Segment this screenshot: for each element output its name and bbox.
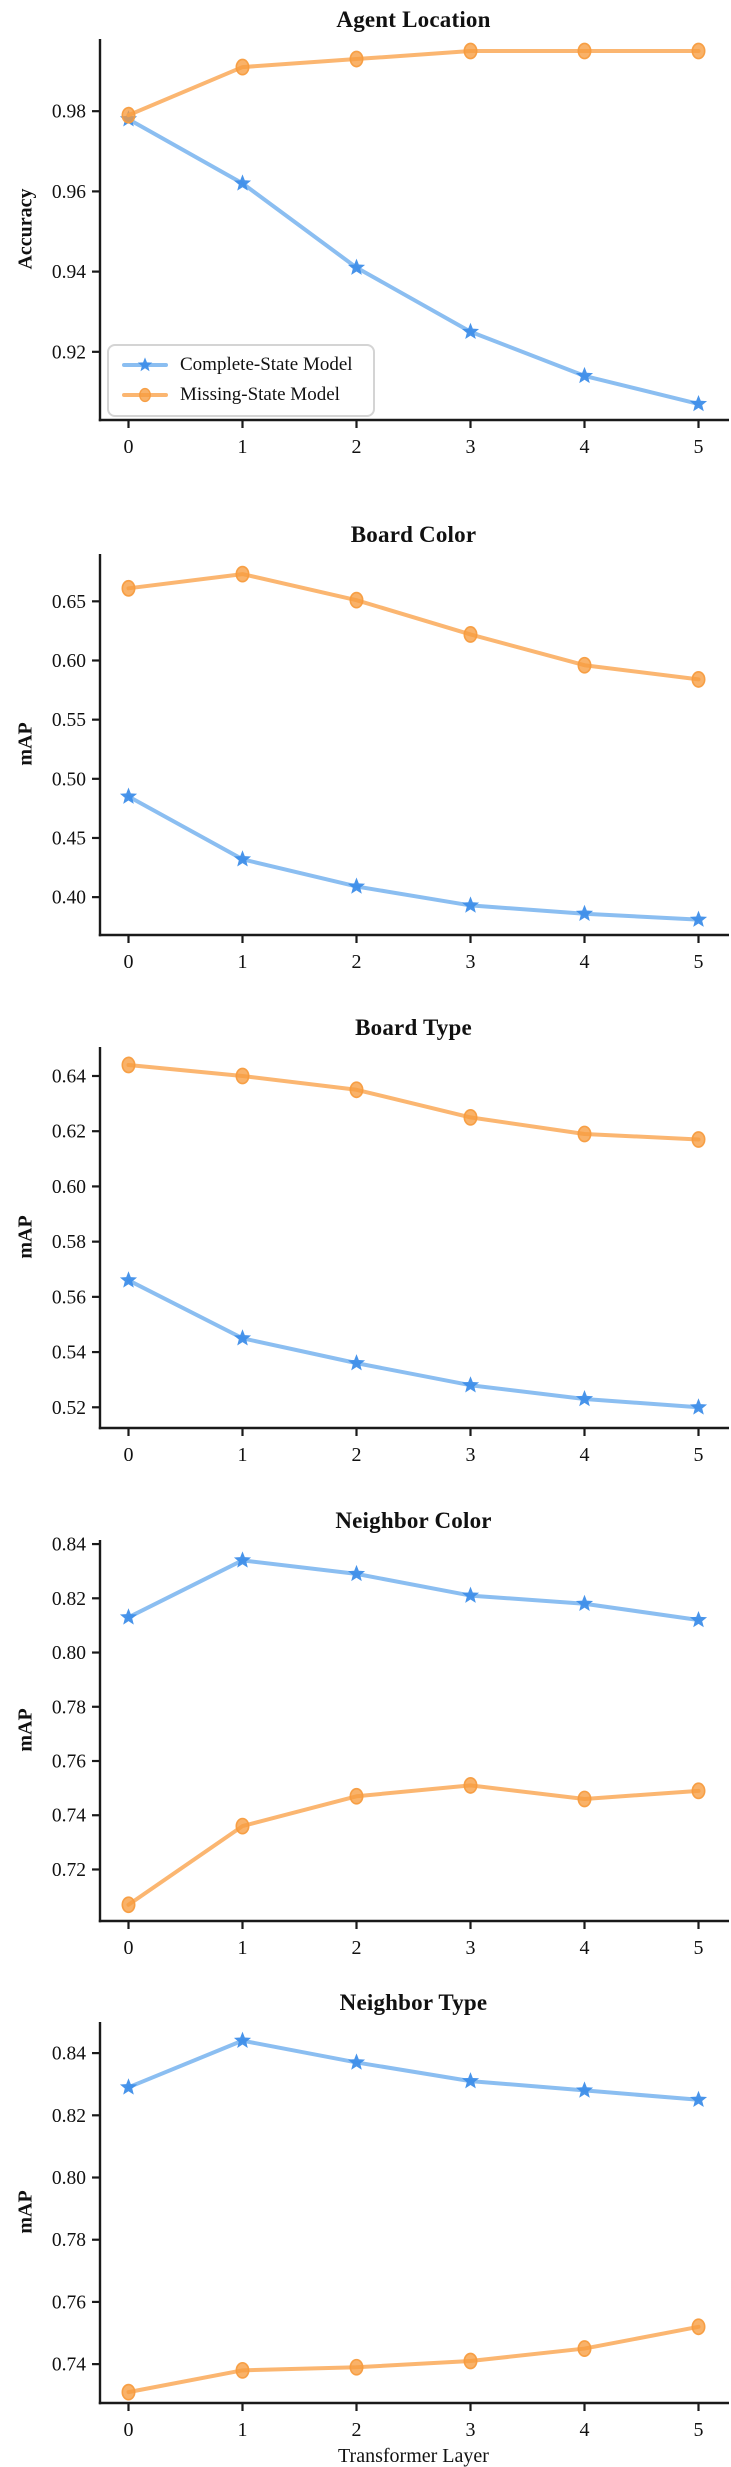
svg-text:3: 3 bbox=[466, 2419, 476, 2441]
svg-text:0.52: 0.52 bbox=[52, 1398, 86, 1419]
svg-text:0.60: 0.60 bbox=[52, 651, 86, 672]
line-plot: 0.40 0.45 0.50 0.55 0.60 0.65 0 1 2 3 4 5 bbox=[52, 554, 729, 973]
svg-text:0.92: 0.92 bbox=[52, 342, 86, 363]
svg-text:0.82: 0.82 bbox=[52, 1589, 86, 1610]
svg-text:0.65: 0.65 bbox=[52, 592, 86, 613]
x-axis-label: Transformer Layer bbox=[338, 2445, 489, 2467]
svg-text:0.98: 0.98 bbox=[52, 102, 86, 123]
svg-text:0.84: 0.84 bbox=[52, 1537, 86, 1556]
svg-text:0: 0 bbox=[124, 951, 134, 973]
svg-text:0: 0 bbox=[124, 2419, 134, 2441]
svg-text:0.74: 0.74 bbox=[52, 1806, 86, 1827]
legend-item-complete-state: Complete-State Model bbox=[122, 353, 363, 377]
legend: Complete-State Model Missing-State Model bbox=[107, 344, 375, 417]
svg-text:3: 3 bbox=[466, 1937, 476, 1959]
svg-text:1: 1 bbox=[238, 2419, 248, 2441]
plot-wrap: mAP 0.72 0.74 0.76 0.78 0.80 0.82 0.84 0 1 2 3 4 5 bbox=[0, 1537, 731, 1963]
svg-text:5: 5 bbox=[694, 951, 704, 973]
chart-neighbor-color: Neighbor Color mAP 0.72 0.74 0.76 0.78 0.80 0… bbox=[0, 1479, 731, 1972]
y-axis-label: mAP bbox=[14, 1708, 37, 1752]
svg-text:4: 4 bbox=[580, 2419, 590, 2441]
svg-text:0.54: 0.54 bbox=[52, 1343, 86, 1364]
legend-label: Missing-State Model bbox=[180, 384, 340, 405]
chart-title: Board Color bbox=[350, 522, 477, 547]
svg-text:2: 2 bbox=[352, 2419, 362, 2441]
svg-text:0: 0 bbox=[124, 1444, 134, 1466]
legend-item-missing-state: Missing-State Model bbox=[122, 383, 363, 407]
svg-text:0.55: 0.55 bbox=[52, 710, 86, 731]
svg-text:2: 2 bbox=[352, 436, 362, 458]
chart-title: Agent Location bbox=[336, 7, 491, 32]
legend-label: Complete-State Model bbox=[180, 354, 353, 375]
chart-title: Neighbor Color bbox=[335, 1508, 492, 1533]
svg-text:0.76: 0.76 bbox=[52, 1752, 86, 1773]
svg-text:5: 5 bbox=[694, 436, 704, 458]
svg-text:0.74: 0.74 bbox=[52, 2355, 86, 2376]
chart-title: Neighbor Type bbox=[339, 1990, 488, 2015]
svg-text:0.62: 0.62 bbox=[52, 1122, 86, 1143]
svg-text:4: 4 bbox=[580, 951, 590, 973]
svg-text:0.94: 0.94 bbox=[52, 262, 86, 283]
line-plot: 0.52 0.54 0.56 0.58 0.60 0.62 0.64 0 1 2 3 4 5 bbox=[52, 1047, 729, 1466]
svg-text:0.78: 0.78 bbox=[52, 2230, 86, 2251]
chart-neighbor-type: Neighbor Type mAP 0.74 0.76 0.78 0.80 0.82 0.… bbox=[0, 1972, 731, 2467]
svg-text:3: 3 bbox=[466, 436, 476, 458]
svg-text:0.78: 0.78 bbox=[52, 1697, 86, 1718]
svg-text:0.50: 0.50 bbox=[52, 769, 86, 790]
svg-text:0.58: 0.58 bbox=[52, 1232, 86, 1253]
svg-text:0.76: 0.76 bbox=[52, 2292, 86, 2313]
svg-text:1: 1 bbox=[238, 951, 248, 973]
y-axis-label: mAP bbox=[14, 722, 37, 766]
svg-text:0.80: 0.80 bbox=[52, 1643, 86, 1664]
svg-text:1: 1 bbox=[238, 1937, 248, 1959]
y-axis-label: mAP bbox=[14, 1215, 37, 1259]
svg-text:0.82: 0.82 bbox=[52, 2106, 86, 2127]
line-plot: 0.72 0.74 0.76 0.78 0.80 0.82 0.84 0 1 2 3 4 5 bbox=[52, 1537, 729, 1959]
svg-text:2: 2 bbox=[352, 1444, 362, 1466]
svg-text:0: 0 bbox=[124, 1937, 134, 1959]
svg-text:0.45: 0.45 bbox=[52, 828, 86, 849]
line-plot: 0.92 0.94 0.96 0.98 0 1 2 3 4 5 bbox=[52, 39, 729, 458]
svg-text:0.60: 0.60 bbox=[52, 1177, 86, 1198]
svg-text:2: 2 bbox=[352, 1937, 362, 1959]
svg-text:0.72: 0.72 bbox=[52, 1860, 86, 1881]
svg-text:4: 4 bbox=[580, 1444, 590, 1466]
svg-text:0.40: 0.40 bbox=[52, 888, 86, 909]
svg-text:0.84: 0.84 bbox=[52, 2044, 86, 2065]
plot-wrap: Accuracy 0.92 0.94 0.96 0.98 0 1 2 3 4 5 Complete… bbox=[0, 36, 731, 462]
svg-text:0.80: 0.80 bbox=[52, 2168, 86, 2189]
line-plot: 0.74 0.76 0.78 0.80 0.82 0.84 0 1 2 3 4 5 bbox=[52, 2022, 729, 2441]
svg-text:0: 0 bbox=[124, 436, 134, 458]
svg-text:5: 5 bbox=[694, 1444, 704, 1466]
svg-text:5: 5 bbox=[694, 1937, 704, 1959]
chart-agent-location: Agent Location Accuracy 0.92 0.94 0.96 0.98… bbox=[0, 0, 731, 493]
svg-text:0.96: 0.96 bbox=[52, 182, 86, 203]
y-axis-label: mAP bbox=[14, 2190, 37, 2234]
svg-text:3: 3 bbox=[466, 1444, 476, 1466]
svg-text:1: 1 bbox=[238, 1444, 248, 1466]
svg-text:0.56: 0.56 bbox=[52, 1287, 86, 1308]
svg-text:2: 2 bbox=[352, 951, 362, 973]
plot-wrap: mAP 0.52 0.54 0.56 0.58 0.60 0.62 0.64 0 1 2 3 4 5 bbox=[0, 1044, 731, 1470]
svg-text:4: 4 bbox=[580, 436, 590, 458]
plot-wrap: mAP 0.74 0.76 0.78 0.80 0.82 0.84 0 1 2 3 4 5 bbox=[0, 2019, 731, 2445]
svg-text:5: 5 bbox=[694, 2419, 704, 2441]
missing-state-line-swatch bbox=[122, 387, 168, 403]
svg-text:1: 1 bbox=[238, 436, 248, 458]
plot-wrap: mAP 0.40 0.45 0.50 0.55 0.60 0.65 0 1 2 3 4 5 bbox=[0, 551, 731, 977]
svg-text:0.64: 0.64 bbox=[52, 1066, 86, 1087]
chart-board-color: Board Color mAP 0.40 0.45 0.50 0.55 0.60 0.65… bbox=[0, 493, 731, 986]
chart-board-type: Board Type mAP 0.52 0.54 0.56 0.58 0.60 0.62 0… bbox=[0, 986, 731, 1479]
y-axis-label: Accuracy bbox=[14, 188, 37, 270]
svg-text:3: 3 bbox=[466, 951, 476, 973]
chart-title: Board Type bbox=[355, 1015, 472, 1040]
svg-text:4: 4 bbox=[580, 1937, 590, 1959]
complete-state-line-swatch bbox=[122, 357, 168, 372]
